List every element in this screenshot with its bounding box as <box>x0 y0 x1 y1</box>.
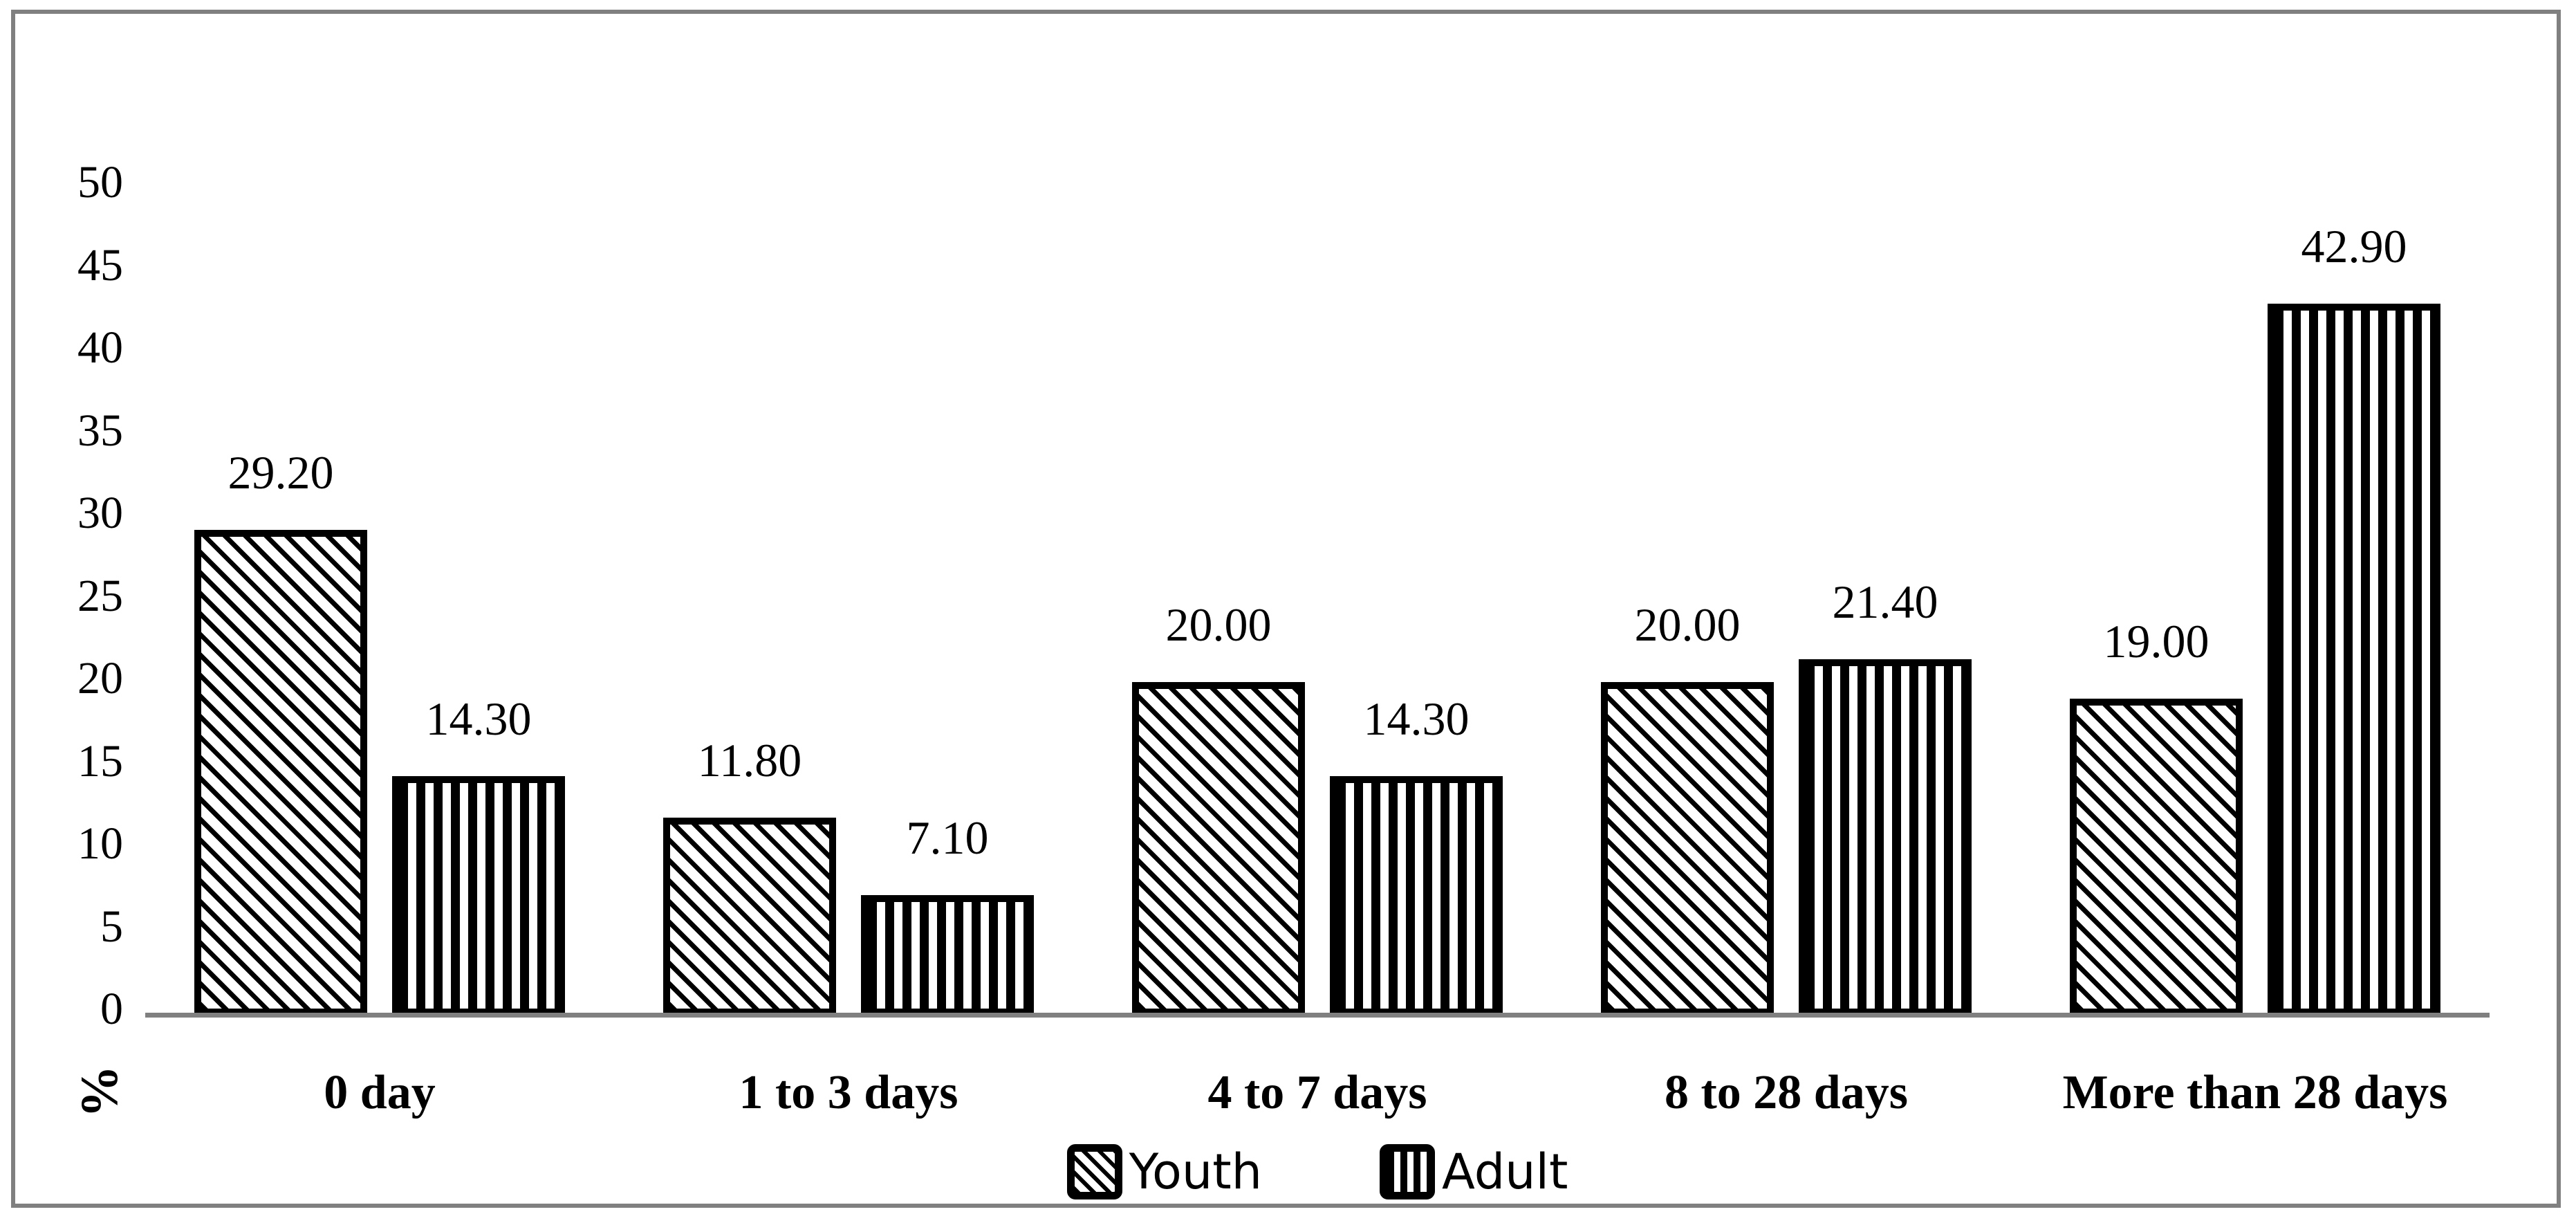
bar-adult-0-day <box>392 776 565 1015</box>
value-label-youth-4-to-7-days: 20.00 <box>1165 598 1272 651</box>
x-axis-line <box>145 1013 2490 1018</box>
value-label-adult-0-day: 14.30 <box>425 692 532 746</box>
legend-swatch-adult-icon <box>1380 1144 1436 1199</box>
legend: Youth Adult <box>145 1137 2490 1206</box>
category-label-1-to-3-days: 1 to 3 days <box>739 1066 958 1119</box>
legend-item-adult: Adult <box>1380 1142 1568 1202</box>
value-label-youth-1-to-3-days: 11.80 <box>697 733 802 787</box>
figure-border-frame <box>11 10 2561 1208</box>
value-label-youth-8-to-28-days: 20.00 <box>1634 598 1741 651</box>
y-tick-label-25: 25 <box>77 570 123 621</box>
bar-adult-1-to-3-days <box>861 895 1034 1015</box>
value-label-adult-4-to-7-days: 14.30 <box>1363 692 1470 746</box>
bar-adult-4-to-7-days <box>1330 776 1503 1015</box>
y-tick-label-50: 50 <box>77 157 123 208</box>
legend-label-adult: Adult <box>1442 1143 1568 1200</box>
y-tick-label-30: 30 <box>77 488 123 538</box>
legend-label-youth: Youth <box>1129 1143 1263 1200</box>
y-tick-label-40: 40 <box>77 322 123 373</box>
y-tick-label-5: 5 <box>100 901 123 952</box>
category-label-more-than-28-days: More than 28 days <box>2062 1066 2448 1119</box>
y-tick-label-0: 0 <box>100 984 123 1034</box>
legend-swatch-youth-icon <box>1066 1144 1122 1199</box>
bar-adult-8-to-28-days <box>1799 659 1972 1015</box>
bar-adult-more-than-28-days <box>2268 303 2440 1015</box>
category-label-4-to-7-days: 4 to 7 days <box>1207 1066 1427 1119</box>
category-label-8-to-28-days: 8 to 28 days <box>1665 1066 1908 1119</box>
bar-youth-8-to-28-days <box>1601 682 1774 1015</box>
bar-youth-4-to-7-days <box>1132 682 1305 1015</box>
legend-item-youth: Youth <box>1066 1142 1263 1202</box>
y-tick-label-10: 10 <box>77 818 123 869</box>
value-label-adult-1-to-3-days: 7.10 <box>906 811 989 865</box>
value-label-adult-more-than-28-days: 42.90 <box>2301 219 2407 273</box>
value-label-youth-0-day: 29.20 <box>228 446 334 499</box>
y-tick-label-45: 45 <box>77 239 123 291</box>
value-label-youth-more-than-28-days: 19.00 <box>2103 614 2209 668</box>
bar-youth-more-than-28-days <box>2070 698 2243 1015</box>
y-tick-label-35: 35 <box>77 405 123 456</box>
y-tick-label-15: 15 <box>77 735 123 787</box>
category-label-0-day: 0 day <box>324 1066 436 1119</box>
bar-youth-0-day <box>194 530 367 1015</box>
y-tick-label-20: 20 <box>77 653 123 704</box>
bar-youth-1-to-3-days <box>663 817 836 1015</box>
y-axis-title: % <box>70 1065 129 1118</box>
value-label-adult-8-to-28-days: 21.40 <box>1832 575 1938 628</box>
